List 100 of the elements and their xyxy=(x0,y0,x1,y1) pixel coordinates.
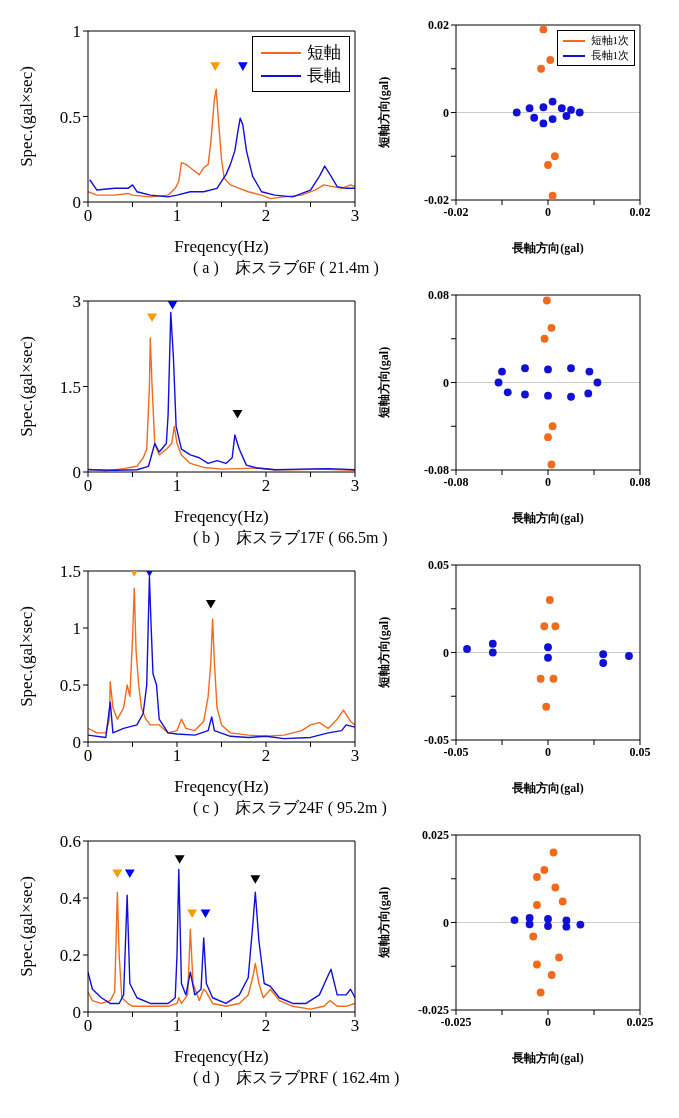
point xyxy=(551,622,560,631)
y-axis-title: Spec.(gal×sec) xyxy=(17,66,37,167)
x-axis-title: 長軸方向(gal) xyxy=(511,241,584,255)
point xyxy=(550,152,559,161)
point xyxy=(585,367,594,376)
x-tick-label: 1 xyxy=(172,1016,182,1036)
y-axis-title: 短軸方向(gal) xyxy=(377,886,392,960)
point xyxy=(536,988,545,997)
point xyxy=(593,378,602,387)
point xyxy=(463,645,471,653)
point xyxy=(544,161,552,169)
point xyxy=(545,596,554,604)
y-tick-label: 0.4 xyxy=(59,889,82,909)
point xyxy=(562,916,571,925)
y-tick-label: 0.6 xyxy=(59,832,81,852)
x-tick-label: 2 xyxy=(261,746,271,766)
x-tick-label: 1 xyxy=(172,746,182,766)
point xyxy=(536,674,545,683)
x-tick-label: 0 xyxy=(545,204,551,219)
point xyxy=(551,883,560,892)
x-tick-label: 2 xyxy=(261,1016,271,1036)
line-series xyxy=(89,117,355,198)
point xyxy=(488,648,497,657)
point xyxy=(539,103,548,112)
point xyxy=(542,702,551,711)
point xyxy=(555,953,563,962)
point xyxy=(112,869,123,879)
x-tick-label: 0.08 xyxy=(629,474,651,489)
point xyxy=(539,119,548,128)
x-tick-label: 3 xyxy=(350,1016,360,1036)
y-tick-label: 0.08 xyxy=(428,288,449,303)
point xyxy=(546,56,555,64)
point xyxy=(521,390,529,399)
point xyxy=(544,433,552,442)
point xyxy=(533,901,541,909)
point xyxy=(584,389,593,398)
x-tick-label: 0 xyxy=(545,474,551,489)
point xyxy=(494,378,503,387)
point xyxy=(232,409,243,419)
point xyxy=(539,25,548,34)
point xyxy=(575,108,584,117)
x-axis-title: Freqency(Hz) xyxy=(174,777,269,796)
point xyxy=(547,323,556,332)
legend-label: 長軸 xyxy=(307,65,341,87)
point xyxy=(544,365,552,374)
point xyxy=(250,875,261,884)
y-tick-label: 0 xyxy=(443,105,449,120)
point xyxy=(599,650,608,659)
point xyxy=(529,932,538,941)
y-tick-label: 0.05 xyxy=(428,558,449,573)
point xyxy=(567,392,575,401)
point xyxy=(200,909,211,918)
point xyxy=(558,897,567,906)
y-tick-label: 0 xyxy=(443,645,449,660)
point xyxy=(599,659,608,667)
legend-label: 短軸1次 xyxy=(590,33,629,48)
y-tick-label: 3 xyxy=(72,292,81,312)
x-tick-label: 0 xyxy=(545,1014,551,1029)
point xyxy=(525,920,534,929)
x-tick-label: 3 xyxy=(350,476,360,496)
legend-label: 長軸1次 xyxy=(590,48,629,63)
y-tick-label: 0.02 xyxy=(428,18,449,33)
y-tick-label: -0.02 xyxy=(424,193,449,208)
x-tick-label: 0 xyxy=(545,744,551,759)
point xyxy=(187,909,198,918)
y-tick-label: 0.5 xyxy=(59,676,81,696)
x-axis-title: Freqency(Hz) xyxy=(174,1047,269,1066)
text: ( b ) 床スラブ17F ( 66.5m ) xyxy=(193,528,388,549)
point xyxy=(542,296,551,305)
y-tick-label: 0 xyxy=(443,915,449,930)
point xyxy=(548,115,557,123)
x-tick-label: 0.02 xyxy=(629,204,651,219)
point xyxy=(548,422,557,431)
point xyxy=(548,97,557,106)
y-tick-label: 0.5 xyxy=(59,107,81,127)
point xyxy=(167,301,178,310)
point xyxy=(488,639,497,648)
y-tick-label: 0.025 xyxy=(422,828,449,843)
point xyxy=(567,364,575,373)
x-axis-title: 長軸方向(gal) xyxy=(511,781,584,795)
point xyxy=(498,367,506,376)
y-tick-label: -0.05 xyxy=(424,733,449,748)
text: ( c ) 床スラブ24F ( 95.2m ) xyxy=(193,798,387,819)
y-tick-label: 0.2 xyxy=(59,946,81,966)
text: ( d ) 床スラブPRF ( 162.4m ) xyxy=(193,1068,400,1089)
point xyxy=(540,866,549,874)
point xyxy=(510,916,519,924)
point xyxy=(540,334,549,343)
y-tick-label: 1.5 xyxy=(59,377,81,397)
point xyxy=(530,113,539,122)
point xyxy=(540,622,549,631)
y-tick-label: 1 xyxy=(72,22,81,42)
y-axis-title: 短軸方向(gal) xyxy=(377,346,392,420)
point xyxy=(625,652,633,660)
y-axis-title: Spec.(gal×sec) xyxy=(17,336,37,437)
x-tick-label: 0.025 xyxy=(626,1014,654,1029)
x-axis-title: Freqency(Hz) xyxy=(174,237,269,256)
point xyxy=(533,960,541,969)
line-series xyxy=(88,868,355,1005)
point xyxy=(533,873,541,881)
